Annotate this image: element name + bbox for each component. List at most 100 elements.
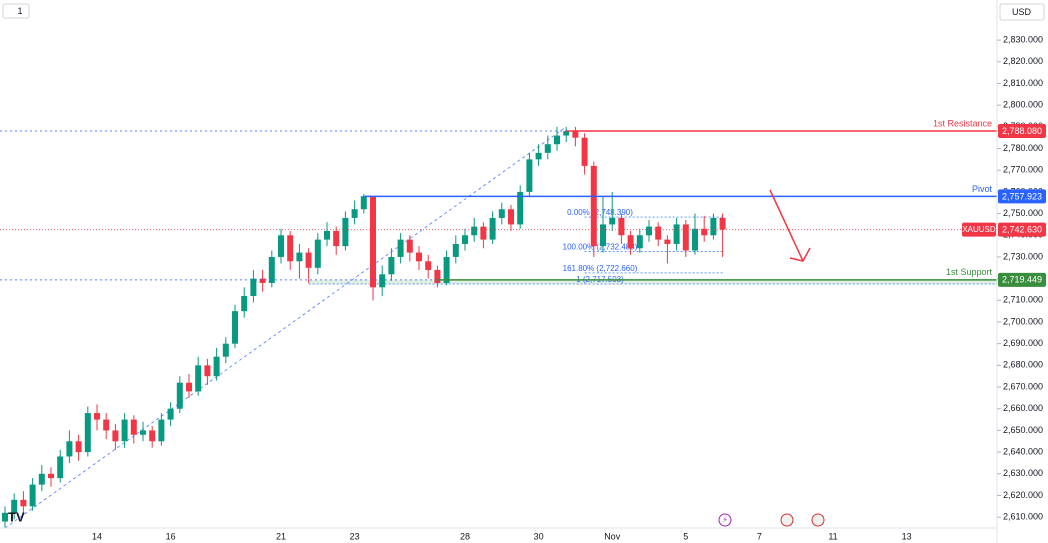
candle-body — [452, 243, 459, 257]
level-name: 1st Support — [946, 267, 993, 277]
candle-body — [94, 413, 100, 420]
y-tick-label: 2,770.000 — [1003, 165, 1043, 175]
level-price: 2,757.923 — [1002, 191, 1042, 201]
trend-line — [4, 126, 567, 529]
x-tick-label: 23 — [350, 531, 360, 541]
candle-body — [232, 311, 238, 344]
y-tick-label: 2,650.000 — [1003, 425, 1043, 435]
level-price-box — [998, 189, 1046, 204]
candle-body — [627, 235, 634, 249]
event-icon-glyph: ⚡ — [722, 516, 728, 525]
last-price-label: 2,742.630 — [1002, 224, 1042, 234]
candle-body — [462, 235, 468, 244]
candle-body — [268, 256, 275, 283]
candle-body — [84, 413, 91, 453]
candle-body — [241, 295, 248, 312]
interval-label: 1 — [17, 6, 22, 16]
candle-body — [590, 165, 597, 247]
candle-body — [554, 135, 560, 145]
candle-body — [563, 131, 570, 136]
candle-body — [296, 252, 303, 262]
candle-body — [360, 196, 367, 210]
candle-body — [314, 239, 321, 268]
candle-body — [20, 499, 27, 507]
y-tick-label: 2,640.000 — [1003, 446, 1043, 456]
flag-icon[interactable] — [811, 513, 825, 527]
y-tick-label: 2,690.000 — [1003, 338, 1043, 348]
x-tick-label: 11 — [828, 531, 837, 541]
y-tick-label: 2,780.000 — [1003, 143, 1043, 153]
level-price: 2,788.080 — [1002, 126, 1042, 136]
candle-body — [701, 228, 708, 236]
candle-body — [342, 217, 349, 247]
candle-body — [443, 256, 450, 283]
x-tick-label: 30 — [534, 531, 544, 541]
interval-box[interactable] — [2, 3, 30, 19]
y-tick-label: 2,700.000 — [1003, 316, 1043, 326]
candle-body — [130, 419, 137, 435]
candle-body — [692, 228, 698, 251]
candle-body — [278, 235, 284, 257]
logo: TV — [8, 509, 25, 524]
currency-box[interactable] — [999, 3, 1045, 21]
candle-body — [195, 365, 202, 392]
candle-body — [498, 209, 505, 218]
y-tick-label: 2,620.000 — [1003, 490, 1043, 500]
level-price-box — [998, 124, 1046, 139]
candle-body — [581, 137, 588, 166]
x-tick-label: Nov — [604, 531, 621, 541]
candle-body — [655, 226, 662, 240]
candle-body — [600, 224, 606, 247]
candle-body — [222, 343, 229, 357]
candle-body — [75, 441, 82, 453]
x-tick-label: 13 — [902, 531, 912, 541]
candle-body — [259, 278, 266, 283]
last-price-box — [998, 222, 1046, 237]
candle-body — [333, 230, 340, 247]
y-tick-label: 2,610.000 — [1003, 512, 1043, 522]
fib-label: 0.00% (2,748.390) — [567, 208, 633, 217]
candle-body — [112, 430, 119, 442]
y-tick-label: 2,810.000 — [1003, 78, 1043, 88]
candle-body — [167, 408, 174, 420]
support-zone — [308, 279, 998, 285]
candle-body — [682, 224, 689, 251]
candle-body — [370, 196, 376, 288]
candle-body — [609, 217, 616, 225]
candle-body — [66, 441, 73, 457]
candle-body — [406, 239, 413, 253]
candle-body — [379, 274, 386, 288]
symbol-label: XAUUSD — [962, 225, 996, 234]
candle-body — [29, 484, 36, 507]
y-tick-label: 2,680.000 — [1003, 360, 1043, 370]
event-icon[interactable] — [718, 513, 732, 527]
candle-body — [48, 473, 54, 479]
candle-body — [388, 256, 395, 275]
candle-body — [176, 382, 183, 409]
candle-body — [434, 269, 441, 283]
x-tick-label: 21 — [276, 531, 286, 541]
candle-body — [351, 209, 358, 218]
candle-body — [186, 382, 192, 392]
candle-body — [664, 239, 671, 244]
flag-icon[interactable] — [780, 513, 794, 527]
candle-body — [673, 224, 680, 244]
candle-body — [121, 419, 128, 442]
candle-body — [213, 356, 220, 377]
candle-body — [535, 152, 542, 160]
currency-label: USD — [1012, 7, 1032, 17]
candle-body — [57, 456, 64, 479]
y-tick-label: 2,670.000 — [1003, 381, 1043, 391]
candle-body — [646, 226, 652, 236]
y-tick-label: 2,630.000 — [1003, 468, 1043, 478]
candle-body — [572, 131, 579, 138]
y-tick-label: 2,830.000 — [1003, 34, 1043, 44]
level-price-box — [998, 272, 1046, 287]
candle-body — [324, 230, 330, 240]
candle-body — [11, 499, 18, 513]
candle-body — [158, 419, 165, 442]
candle-body — [425, 261, 432, 270]
y-tick-label: 2,730.000 — [1003, 251, 1043, 261]
